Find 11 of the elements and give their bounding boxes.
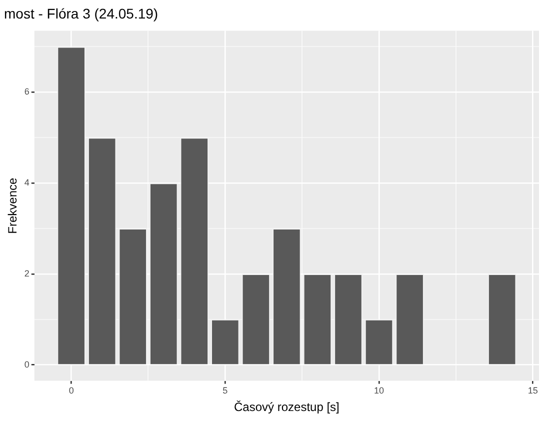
y-tick-label: 6: [24, 86, 30, 97]
x-tick-label: 5: [222, 386, 228, 396]
x-axis-title: Časový rozestup [s]: [234, 400, 340, 414]
y-axis-title: Frekvence: [6, 177, 20, 234]
y-tick-label: 4: [24, 178, 30, 188]
y-tick-label: 2: [24, 268, 30, 278]
x-tick-label: 0: [68, 386, 74, 396]
x-tick-label: 10: [374, 386, 384, 396]
y-tick-label: 0: [24, 359, 30, 370]
x-tick-label: 15: [528, 386, 538, 396]
chart-title: most - Flóra 3 (24.05.19): [4, 5, 158, 22]
